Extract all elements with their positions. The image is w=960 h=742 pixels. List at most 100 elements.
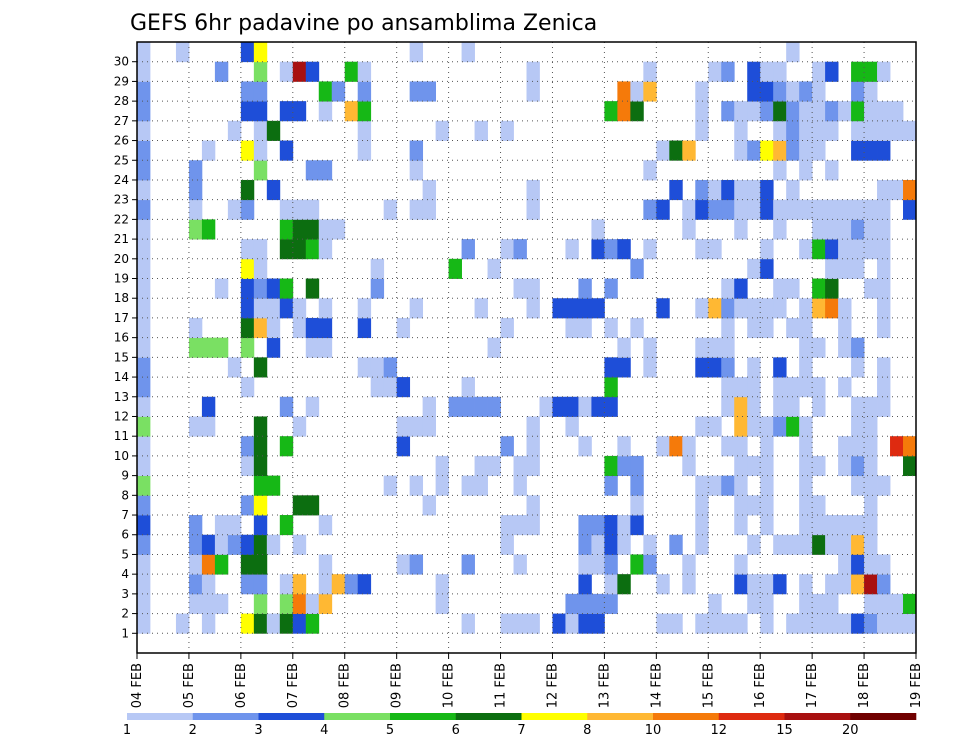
heatmap-cell: [461, 377, 475, 398]
heatmap-cell: [721, 278, 735, 299]
heatmap-cell: [851, 199, 865, 220]
heatmap-cell: [799, 337, 813, 358]
heatmap-cell: [279, 436, 294, 457]
x-tick-label: 05 FEB: [182, 663, 197, 708]
heatmap-cell: [214, 278, 229, 299]
heatmap-cell: [851, 574, 865, 595]
heatmap-cell: [357, 81, 372, 102]
heatmap-cell: [864, 396, 878, 417]
colorbar-label: 4: [320, 723, 328, 738]
heatmap-cell: [604, 534, 618, 555]
heatmap-cell: [578, 554, 592, 575]
heatmap-cell: [370, 278, 385, 299]
heatmap-cell: [344, 61, 359, 82]
heatmap-cell: [799, 515, 813, 536]
y-tick-label: 25: [114, 153, 129, 167]
heatmap-cell: [656, 613, 670, 634]
y-tick-label: 26: [114, 134, 129, 148]
heatmap-cell: [825, 219, 839, 240]
heatmap-cell: [903, 179, 917, 201]
heatmap-cell: [448, 396, 462, 417]
heatmap-cell: [851, 455, 865, 477]
heatmap-cell: [370, 357, 385, 378]
heatmap-cell: [526, 179, 540, 201]
heatmap-cell: [747, 377, 761, 398]
heatmap-cell: [825, 298, 839, 319]
heatmap-cell: [656, 436, 670, 457]
heatmap-cell: [292, 495, 307, 516]
heatmap-cell: [526, 613, 540, 634]
heatmap-cell: [851, 475, 865, 496]
heatmap-cell: [877, 357, 891, 378]
heatmap-cell: [357, 317, 372, 339]
heatmap-cell: [240, 101, 255, 122]
heatmap-cell: [591, 298, 605, 319]
heatmap-cell: [838, 455, 852, 477]
heatmap-cell: [137, 436, 151, 457]
heatmap-cell: [487, 396, 501, 417]
heatmap-cell: [214, 61, 229, 82]
heatmap-cell: [487, 258, 501, 279]
heatmap-cell: [773, 574, 787, 595]
heatmap-cell: [266, 120, 281, 141]
heatmap-cell: [617, 574, 631, 595]
y-tick-label: 10: [114, 449, 129, 463]
heatmap-cell: [825, 239, 839, 260]
heatmap-cell: [734, 613, 748, 634]
heatmap-cell: [188, 179, 203, 201]
heatmap-cell: [578, 317, 592, 339]
x-tick-label: 07 FEB: [286, 663, 301, 708]
heatmap-cell: [682, 554, 696, 575]
heatmap-cell: [188, 515, 203, 536]
y-axis: 1234567891011121314151617181920212223242…: [114, 55, 137, 640]
heatmap-cell: [513, 475, 527, 496]
gridlines: [137, 42, 916, 653]
heatmap-cell: [812, 613, 826, 634]
y-tick-label: 9: [121, 469, 129, 483]
heatmap-cell: [734, 278, 748, 299]
heatmap-cell: [825, 199, 839, 220]
heatmap-cell: [682, 436, 696, 457]
heatmap-cell: [630, 317, 644, 339]
heatmap-cell: [487, 455, 501, 477]
heatmap-cell: [305, 337, 320, 358]
heatmap-cell: [526, 278, 540, 299]
heatmap-cell: [591, 593, 605, 614]
colorbar-swatch: [850, 713, 917, 720]
heatmap-cell: [786, 317, 800, 339]
heatmap-cell: [838, 574, 852, 595]
heatmap-cell: [188, 534, 203, 555]
heatmap-cell: [773, 61, 787, 82]
heatmap-cell: [604, 593, 618, 614]
heatmap-cell: [188, 337, 203, 358]
heatmap-cell: [812, 120, 826, 141]
heatmap-cell: [682, 140, 696, 161]
heatmap-cell: [747, 258, 761, 279]
y-tick-label: 6: [121, 528, 129, 542]
heatmap-cell: [604, 554, 618, 575]
heatmap-cell: [396, 416, 411, 437]
heatmap-cell: [604, 101, 618, 122]
heatmap-cell: [526, 298, 540, 319]
heatmap-cell: [500, 515, 514, 536]
heatmap-cell: [591, 515, 605, 536]
heatmap-cell: [812, 534, 826, 555]
heatmap-cell: [201, 219, 216, 240]
heatmap-cell: [825, 120, 839, 141]
heatmap-cell: [266, 298, 281, 319]
colorbar-swatch: [455, 713, 522, 720]
heatmap-cell: [253, 554, 268, 575]
heatmap-cell: [617, 101, 631, 122]
heatmap-cell: [292, 574, 307, 595]
heatmap-cell: [851, 515, 865, 536]
heatmap-cell: [864, 199, 878, 220]
heatmap-cell: [799, 495, 813, 516]
heatmap-cell: [188, 554, 203, 575]
heatmap-cell: [773, 298, 787, 319]
heatmap-cell: [734, 199, 748, 220]
heatmap-cell: [630, 554, 644, 575]
heatmap-cell: [422, 179, 437, 201]
heatmap-cell: [760, 574, 774, 595]
heatmap-cell: [305, 160, 320, 181]
colorbar-label: 5: [386, 723, 394, 738]
